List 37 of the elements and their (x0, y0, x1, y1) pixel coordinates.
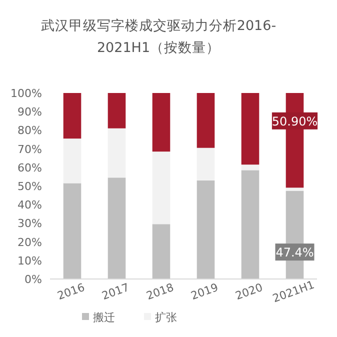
bar (108, 93, 126, 128)
bar (196, 148, 215, 180)
bar (241, 170, 260, 279)
legend-label: 扩张 (155, 311, 177, 324)
bar (63, 93, 82, 139)
chart-title: 武汉甲级写字楼成交驱动力分析2016-2021H1（按数量） (40, 18, 276, 56)
bar (152, 224, 170, 279)
bar (108, 178, 126, 279)
y-tick-label: 90% (18, 106, 42, 119)
data-label: 47.4% (276, 246, 314, 260)
bar (152, 93, 170, 152)
x-tick-label: 2020 (234, 280, 264, 303)
bar (286, 188, 304, 191)
y-tick-label: 50% (18, 180, 42, 193)
bar (63, 138, 82, 184)
bar (63, 183, 82, 279)
y-tick-label: 100% (10, 87, 42, 100)
x-tick-label: 2018 (144, 280, 176, 303)
y-tick-label: 0% (24, 273, 42, 286)
x-tick-label: 2016 (56, 280, 86, 303)
y-tick-label: 40% (18, 198, 42, 212)
bar (196, 180, 215, 279)
y-tick-label: 10% (18, 254, 42, 268)
legend-label: 搬迁 (93, 311, 115, 324)
bar (152, 152, 170, 224)
x-tick-label: 2019 (189, 280, 220, 303)
bar (241, 164, 260, 170)
y-tick-label: 70% (18, 142, 42, 156)
bar (108, 128, 126, 178)
y-tick-label: 30% (18, 217, 42, 230)
bar (196, 93, 215, 148)
y-tick-label: 60% (18, 161, 42, 174)
bar (241, 93, 260, 165)
data-label: 50.90% (272, 114, 318, 128)
x-tick-label: 2017 (100, 280, 131, 303)
y-tick-label: 80% (18, 124, 42, 138)
y-tick-label: 20% (18, 236, 42, 249)
